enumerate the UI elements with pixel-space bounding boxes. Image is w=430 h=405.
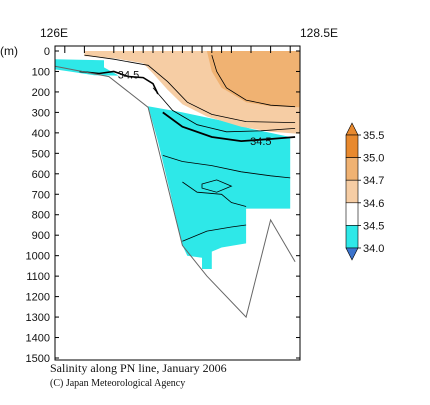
y-tick-label: 700 (32, 189, 50, 201)
y-tick-label: 1000 (26, 251, 50, 263)
colorbar-segment (345, 202, 359, 226)
y-tick-label: 500 (32, 148, 50, 160)
colorbar-tick-label: 35.5 (363, 130, 384, 142)
colorbar-segment-max (345, 122, 359, 136)
colorbar: 35.5 35.0 34.7 34.6 34.5 34.0 (345, 122, 384, 261)
y-tick-label: 0 (44, 46, 50, 58)
contour-34.7 (84, 54, 296, 123)
axis-layer: 0 100 200 300 400 500 600 700 800 900 1000 1100 1200… (26, 46, 300, 365)
y-unit-label: (m) (0, 44, 18, 58)
bottom-topography-layer (54, 65, 296, 319)
y-tick-label: 1400 (26, 333, 50, 345)
colorbar-tick-label: 34.7 (363, 175, 384, 187)
caption-title: Salinity along PN line, January 2006 (50, 361, 227, 375)
y-tick-label: 300 (32, 107, 50, 119)
contour-34.5-shelf (79, 70, 159, 95)
colorbar-segment (345, 157, 359, 181)
caption-credit: (C) Japan Meteorological Agency (50, 378, 186, 389)
y-tick-label: 1200 (26, 292, 50, 304)
contour-34.44 (182, 181, 247, 207)
plot-frame (54, 45, 301, 361)
colorbar-tick-label: 34.6 (363, 198, 384, 210)
contour-label: 34.5 (118, 70, 139, 82)
salinity-fill-34.0-34.5-deep (148, 106, 291, 269)
colorbar-tick-label: 34.5 (363, 220, 384, 232)
contour-35.0 (211, 54, 296, 108)
contour-34.45 (162, 155, 291, 179)
y-tick-label: 1500 (26, 353, 50, 365)
salinity-fill-34.0-34.5-shelf (55, 59, 119, 76)
y-tick-label: 100 (32, 66, 50, 78)
x-label-left: 126E (40, 26, 68, 40)
colorbar-tick-label: 34.0 (363, 243, 384, 255)
x-label-right: 128.5E (300, 26, 338, 40)
colorbar-tick-label: 35.0 (363, 153, 384, 165)
bottom-topography-line (54, 65, 296, 319)
y-tick-label: 200 (32, 87, 50, 99)
contour-34.43 (182, 224, 247, 242)
contour-label: 34.5 (250, 136, 271, 148)
y-tick-label: 600 (32, 169, 50, 181)
colorbar-segment (345, 134, 359, 158)
salinity-fill-layer (55, 51, 300, 269)
y-tick-label: 1100 (26, 271, 50, 283)
contour-34.45-eddy (201, 179, 233, 193)
contour-34.5-slope (162, 111, 296, 143)
contour-label-layer: 34.5 34.5 (118, 70, 272, 149)
salinity-contour-layer (79, 54, 296, 242)
y-tick-label: 900 (32, 230, 50, 242)
y-tick-label: 800 (32, 210, 50, 222)
y-tick-label: 400 (32, 128, 50, 140)
colorbar-segment (345, 179, 359, 204)
colorbar-segment-min (345, 247, 359, 261)
contour-34.6 (152, 87, 296, 133)
salinity-fill-35.0-35.5 (206, 51, 300, 108)
colorbar-segment (345, 225, 359, 249)
y-tick-label: 1300 (26, 312, 50, 324)
